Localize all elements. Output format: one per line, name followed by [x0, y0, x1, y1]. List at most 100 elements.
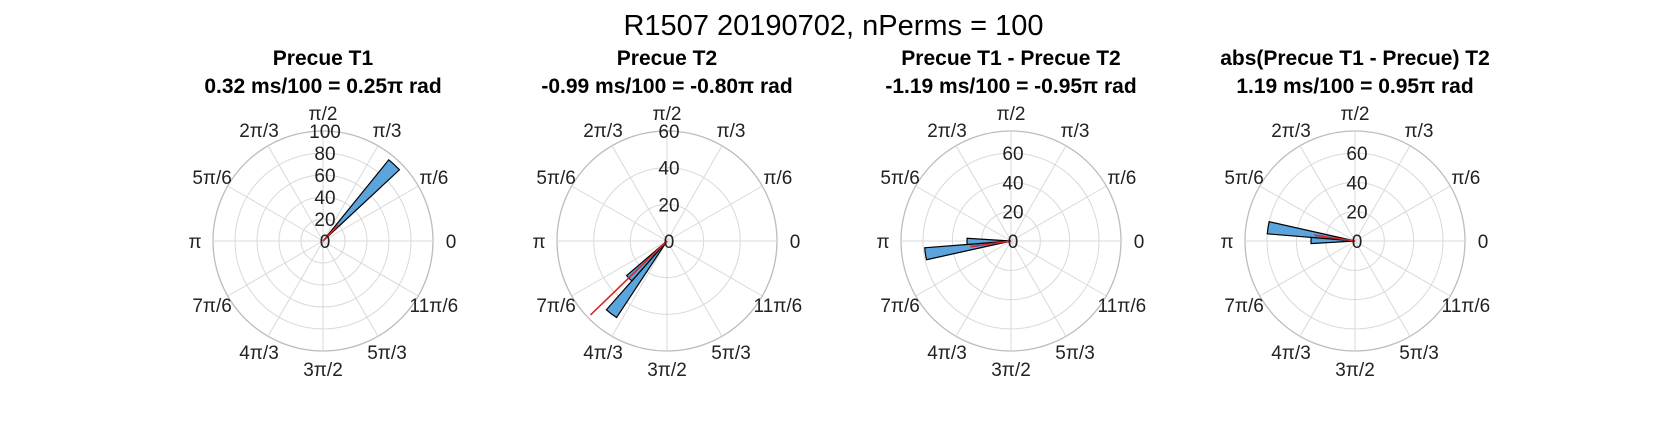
theta-tick-label: π/6: [1107, 168, 1136, 189]
theta-grid-line: [1010, 145, 1067, 242]
theta-tick-label: 5π/6: [880, 168, 920, 189]
figure-title: R1507 20190702, nPerms = 100: [623, 10, 1044, 42]
theta-tick-label: π/6: [419, 168, 448, 189]
r-tick-label: 60: [314, 166, 335, 187]
theta-tick-label: π: [876, 232, 889, 253]
polar-plot-3: Precue T1 - Precue T2 -1.19 ms/100 = -0.9…: [876, 47, 1146, 381]
theta-tick-label: π: [1220, 232, 1233, 253]
theta-tick-label: 3π/2: [1335, 360, 1375, 381]
histogram-bar-2: [966, 237, 1012, 246]
theta-tick-label: 3π/2: [303, 360, 343, 381]
theta-grid-line: [571, 185, 668, 242]
subplot-title: abs(Precue T1 - Precue) T2: [1220, 47, 1490, 70]
r-tick-label: 20: [1346, 203, 1367, 224]
theta-grid-line: [955, 240, 1012, 337]
theta-grid-line: [267, 145, 324, 242]
theta-tick-label: 4π/3: [927, 343, 967, 364]
theta-tick-label: π/3: [373, 121, 402, 142]
theta-tick-label: 2π/3: [583, 121, 623, 142]
theta-tick-label: π/2: [1341, 104, 1370, 125]
theta-tick-label: π/6: [763, 168, 792, 189]
theta-tick-label: π: [188, 232, 201, 253]
theta-grid-line: [322, 145, 379, 242]
mean-vector-line: [589, 240, 668, 316]
theta-tick-label: π/2: [309, 104, 338, 125]
theta-tick-label: 5π/3: [711, 343, 751, 364]
theta-tick-label: 11π/6: [1442, 296, 1491, 317]
theta-grid-line: [1259, 185, 1356, 242]
theta-tick-label: π: [532, 232, 545, 253]
r-tick-label: 40: [314, 188, 335, 209]
theta-tick-label: 7π/6: [1224, 296, 1264, 317]
r-tick-label: 0: [1008, 232, 1019, 253]
theta-grid-line: [1354, 240, 1411, 337]
theta-tick-label: π/3: [717, 121, 746, 142]
r-tick-label: 60: [1002, 144, 1023, 165]
r-tick-label: 0: [320, 232, 331, 253]
r-tick-label: 0: [664, 232, 675, 253]
theta-tick-label: 2π/3: [239, 121, 279, 142]
mean-vector-line: [1314, 234, 1356, 242]
r-tick-label: 60: [658, 122, 679, 143]
theta-grid-line: [915, 185, 1012, 242]
theta-tick-label: 5π/3: [1399, 343, 1439, 364]
theta-grid-line: [1354, 240, 1451, 297]
theta-tick-label: 0: [790, 232, 801, 253]
subplot-subtitle: -0.99 ms/100 = -0.80π rad: [541, 75, 792, 98]
theta-tick-label: 0: [1134, 232, 1145, 253]
theta-tick-label: 7π/6: [880, 296, 920, 317]
r-tick-label: 40: [1346, 173, 1367, 194]
mean-vector-line: [322, 224, 339, 242]
subplot-title: Precue T2: [617, 47, 717, 70]
theta-grid-line: [1259, 240, 1356, 297]
r-tick-label: 80: [314, 144, 335, 165]
subplot-subtitle: 1.19 ms/100 = 0.95π rad: [1236, 75, 1473, 98]
theta-tick-label: 3π/2: [991, 360, 1031, 381]
theta-grid-line: [322, 185, 419, 242]
theta-grid-line: [322, 240, 379, 337]
theta-tick-label: 4π/3: [239, 343, 279, 364]
theta-tick-label: 5π/6: [1224, 168, 1264, 189]
r-tick-label: 20: [1002, 203, 1023, 224]
theta-tick-label: 11π/6: [410, 296, 459, 317]
histogram-bar-1: [1266, 220, 1356, 242]
theta-grid-line: [1010, 240, 1067, 337]
theta-tick-label: 2π/3: [1271, 121, 1311, 142]
histogram-bar-1: [322, 158, 401, 242]
theta-tick-label: 4π/3: [1271, 343, 1311, 364]
r-tick-label: 20: [314, 210, 335, 231]
polar-plot-1: Precue T10.32 ms/100 = 0.25π rad02040608…: [188, 47, 458, 381]
theta-grid-line: [1354, 185, 1451, 242]
r-tick-label: 20: [658, 195, 679, 216]
theta-grid-line: [322, 240, 419, 297]
theta-tick-label: π/6: [1451, 168, 1480, 189]
r-tick-label: 40: [1002, 173, 1023, 194]
theta-tick-label: 2π/3: [927, 121, 967, 142]
theta-tick-label: π/3: [1405, 121, 1434, 142]
theta-grid-line: [611, 240, 668, 337]
theta-tick-label: 11π/6: [754, 296, 803, 317]
theta-grid-line: [666, 145, 723, 242]
polar-plot-2: Precue T2 -0.99 ms/100 = -0.80π rad 0 20 40 6…: [532, 47, 802, 381]
theta-tick-label: 5π/3: [367, 343, 407, 364]
theta-grid-line: [267, 240, 324, 337]
theta-tick-label: π/3: [1061, 121, 1090, 142]
theta-grid-line: [955, 145, 1012, 242]
theta-tick-label: 0: [1478, 232, 1489, 253]
theta-tick-label: 5π/6: [536, 168, 576, 189]
theta-tick-label: 7π/6: [536, 296, 576, 317]
theta-tick-label: 7π/6: [192, 296, 232, 317]
histogram-bar-1: [605, 240, 668, 319]
subplot-subtitle: 0.32 ms/100 = 0.25π rad: [204, 75, 441, 98]
r-tick-label: 0: [1352, 232, 1363, 253]
theta-grid-line: [611, 145, 668, 242]
theta-grid-line: [1299, 240, 1356, 337]
theta-tick-label: π/2: [653, 104, 682, 125]
r-tick-label: 100: [309, 122, 341, 143]
theta-tick-label: 11π/6: [1098, 296, 1147, 317]
theta-tick-label: π/2: [997, 104, 1026, 125]
theta-grid-line: [1010, 240, 1107, 297]
theta-grid-line: [666, 240, 723, 337]
theta-grid-line: [571, 240, 668, 297]
